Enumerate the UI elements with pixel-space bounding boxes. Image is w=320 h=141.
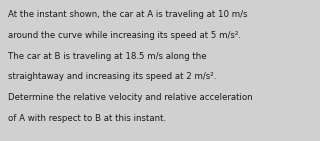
Text: At the instant shown, the car at A is traveling at 10 m/s: At the instant shown, the car at A is tr… xyxy=(8,10,247,19)
Text: straightaway and increasing its speed at 2 m/s².: straightaway and increasing its speed at… xyxy=(8,72,216,81)
Text: around the curve while increasing its speed at 5 m/s².: around the curve while increasing its sp… xyxy=(8,31,241,40)
Text: Determine the relative velocity and relative acceleration: Determine the relative velocity and rela… xyxy=(8,93,252,102)
Text: of A with respect to B at this instant.: of A with respect to B at this instant. xyxy=(8,114,166,123)
Text: The car at B is traveling at 18.5 m/s along the: The car at B is traveling at 18.5 m/s al… xyxy=(8,52,207,61)
